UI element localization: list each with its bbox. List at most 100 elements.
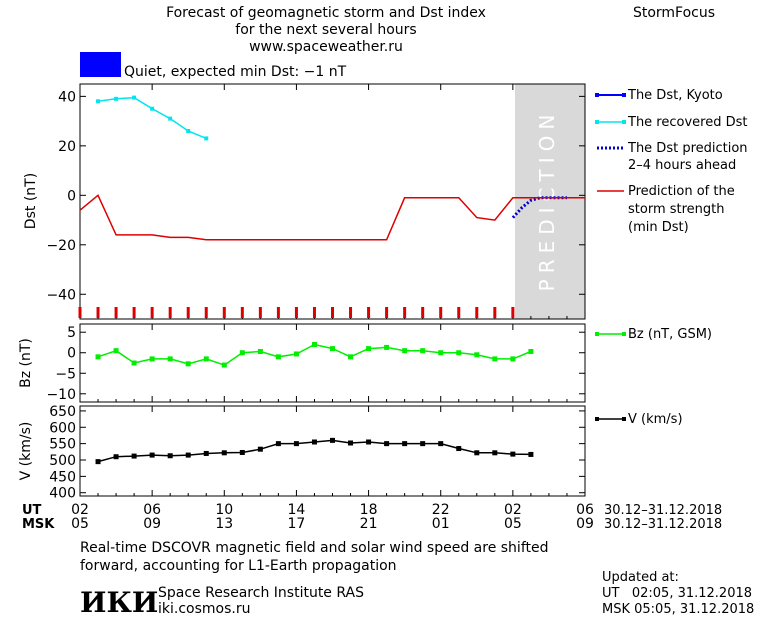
org-url: iki.cosmos.ru [158, 601, 250, 617]
msk-tick-label: 09 [576, 516, 594, 532]
v-data-point [528, 451, 534, 457]
v-ytick-label: 600 [49, 420, 76, 436]
legend-label-storm-3: (min Dst) [628, 220, 689, 235]
legend-label-dst-prediction-1: The Dst prediction [627, 141, 748, 156]
bz-data-point [384, 344, 390, 350]
v-data-point [366, 439, 372, 445]
v-data-point [185, 452, 191, 458]
v-series [95, 437, 534, 465]
bz-data-point [275, 354, 281, 360]
dst-data-point [150, 106, 155, 111]
legend-item-v: V (km/s) [595, 412, 683, 427]
ut-tick-label: 22 [432, 502, 450, 518]
v-data-point [149, 452, 155, 458]
storm-marker [475, 307, 479, 318]
legend-item-bz: Bz (nT, GSM) [595, 327, 712, 342]
legend-label-dst-kyoto: The Dst, Kyoto [627, 88, 723, 103]
ut-date-range: 30.12–31.12.2018 [604, 503, 722, 518]
bz-data-point [167, 356, 173, 362]
iki-logo: ИКИ [80, 586, 158, 619]
v-data-point [239, 449, 245, 455]
bz-panel-frame [79, 323, 586, 403]
v-data-point [330, 437, 335, 443]
v-ytick-label: 500 [49, 453, 76, 469]
storm-marker [276, 307, 280, 318]
storm-marker [421, 307, 425, 318]
v-data-point [95, 459, 101, 465]
footer-note-line-1: Real-time DSCOVR magnetic field and sola… [80, 540, 549, 556]
msk-tick-label: 09 [143, 516, 161, 532]
storm-marker [222, 307, 226, 318]
updated-title: Updated at: [602, 570, 679, 585]
bz-data-point [221, 362, 227, 368]
storm-marker [96, 307, 100, 318]
v-data-point [456, 446, 462, 452]
ut-tick-label: 06 [576, 502, 594, 518]
v-panel-frame [79, 405, 586, 497]
bz-data-point [311, 342, 317, 348]
bz-data-point [510, 356, 516, 362]
ut-tick-label: 02 [504, 502, 522, 518]
legend-label-storm-1: Prediction of the [628, 184, 735, 199]
chart-title-url: www.spaceweather.ru [249, 39, 403, 55]
dst-data-point [96, 99, 101, 104]
storm-marker [114, 307, 118, 318]
bz-data-point [185, 361, 191, 367]
bz-data-point [474, 352, 480, 358]
status-swatch [80, 52, 121, 77]
storm-marker [204, 307, 208, 318]
bz-series [95, 342, 534, 368]
bz-data-point [492, 356, 498, 362]
bz-ytick-label: 0 [67, 346, 76, 362]
bz-y-axis: 5 0 −5 −10 [46, 325, 585, 403]
bz-data-point [456, 350, 462, 356]
legend-label-dst-prediction-2: 2–4 hours ahead [628, 158, 736, 173]
v-data-point [492, 450, 498, 456]
brand-name: StormFocus [633, 5, 715, 21]
v-data-point [167, 453, 173, 459]
v-ytick-label: 550 [49, 437, 76, 453]
bz-data-point [402, 348, 408, 354]
msk-tick-label: 21 [360, 516, 378, 532]
storm-marker [258, 307, 262, 318]
storm-marker [493, 307, 497, 318]
bz-data-point [257, 349, 263, 355]
dst-series [79, 95, 585, 241]
v-ytick-label: 650 [49, 404, 76, 420]
storm-marker [168, 307, 172, 318]
storm-marker [132, 307, 136, 318]
dst-data-point [168, 116, 173, 121]
legend: The Dst, Kyoto The recovered Dst The Dst… [595, 88, 748, 427]
bz-y-label: Bz (nT) [18, 338, 34, 388]
storm-marker [385, 307, 389, 318]
dst-y-label: Dst (nT) [23, 173, 39, 229]
storm-marker [349, 307, 353, 318]
bz-data-point [366, 346, 372, 352]
prediction-region [515, 84, 585, 319]
storm-marker [367, 307, 371, 318]
msk-tick-label: 01 [432, 516, 450, 532]
bz-data-point [131, 360, 137, 366]
dst-data-point [132, 95, 137, 100]
legend-label-v: V (km/s) [628, 412, 683, 427]
chart-title-line-1: Forecast of geomagnetic storm and Dst in… [166, 5, 486, 21]
msk-axis-label: MSK [22, 517, 55, 532]
v-data-point [311, 439, 317, 445]
storm-intensity-markers [78, 307, 515, 318]
bz-data-point [149, 356, 155, 362]
dst-data-point [186, 129, 191, 133]
dst-ytick-label: −40 [46, 287, 76, 303]
prediction-label: PREDICTION [535, 109, 559, 292]
storm-marker [403, 307, 407, 318]
v-data-point [113, 454, 119, 460]
bz-data-point [113, 348, 119, 354]
storm-marker [240, 307, 244, 318]
bz-data-point [203, 356, 209, 362]
v-data-point [293, 441, 299, 447]
bz-data-point [420, 348, 426, 354]
v-data-point [420, 441, 426, 447]
v-ytick-label: 400 [49, 486, 76, 502]
status-text: Quiet, expected min Dst: −1 nT [124, 64, 347, 80]
v-data-point [402, 441, 408, 447]
